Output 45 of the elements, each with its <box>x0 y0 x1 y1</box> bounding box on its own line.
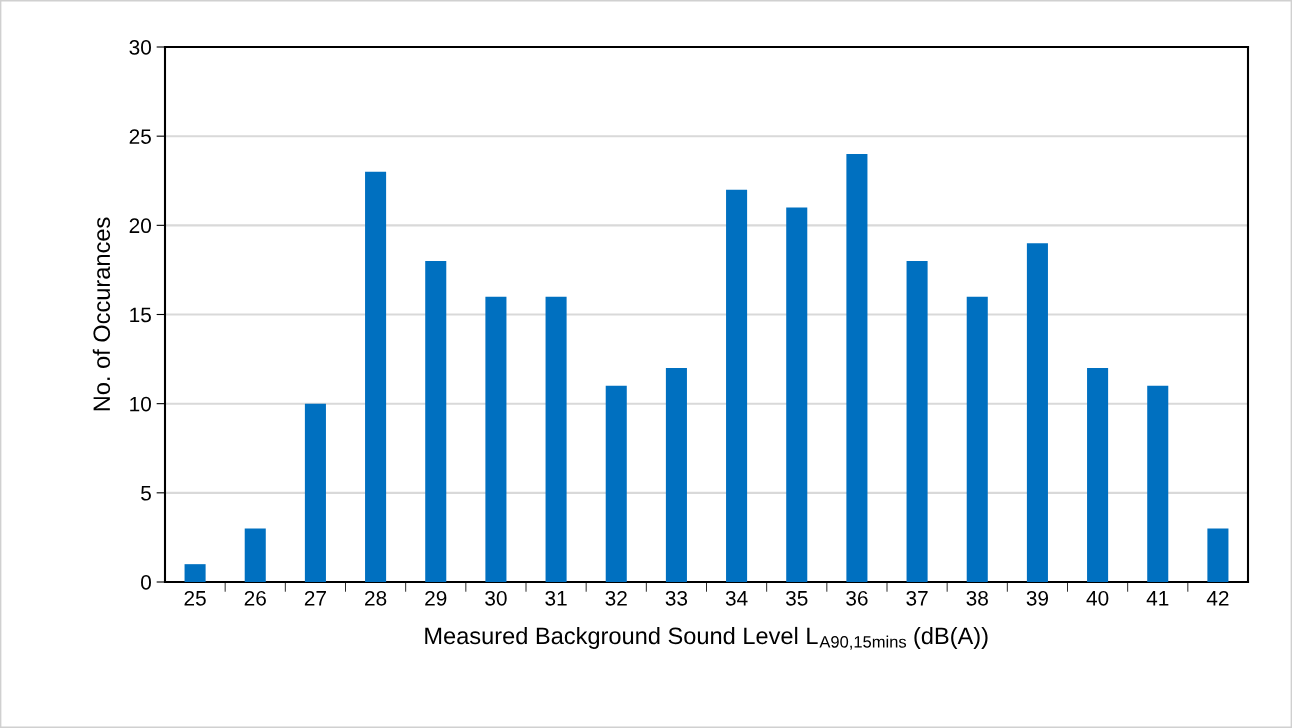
x-tick-label: 33 <box>665 590 688 606</box>
y-tick-label: 5 <box>141 486 151 501</box>
bar <box>425 261 447 582</box>
x-tick-label: 42 <box>1206 590 1229 606</box>
bar <box>545 296 567 582</box>
bar <box>906 261 928 582</box>
bar <box>1147 385 1169 582</box>
bar <box>365 171 387 582</box>
x-tick-label: 40 <box>1086 590 1109 606</box>
bar <box>244 528 266 582</box>
x-tick-label: 38 <box>966 590 988 606</box>
bar <box>846 154 868 582</box>
bar <box>786 207 808 582</box>
x-tick-label: 34 <box>725 590 748 606</box>
x-tick-label: 41 <box>1146 591 1169 606</box>
x-tick-label: 28 <box>365 590 387 606</box>
bar <box>726 189 748 582</box>
bar <box>1207 528 1229 582</box>
y-tick-label: 20 <box>129 218 151 234</box>
y-tick-label: 15 <box>130 307 151 323</box>
bar <box>304 403 326 582</box>
y-tick-label: 10 <box>130 396 151 412</box>
x-tick-label: 29 <box>425 590 447 606</box>
bar <box>966 296 988 582</box>
x-tick-label: 39 <box>1026 590 1049 606</box>
x-tick-label: 31 <box>545 590 567 606</box>
bar <box>665 368 687 582</box>
x-tick-label: 32 <box>605 590 627 606</box>
y-tick-label: 25 <box>129 129 151 144</box>
x-tick-label: 37 <box>906 590 928 606</box>
x-tick-label: 25 <box>184 590 206 606</box>
bar <box>1026 243 1048 582</box>
bar <box>1087 368 1109 582</box>
y-axis-title: No. of Occurances <box>92 217 111 411</box>
bar <box>485 296 507 582</box>
x-tick-label: 27 <box>304 590 326 606</box>
x-tick-label: 30 <box>485 590 507 606</box>
x-tick-label: 35 <box>785 590 808 606</box>
x-tick-label: 36 <box>846 590 868 606</box>
x-axis-title: Measured Background Sound Level LA90,15mins (dB(A)) <box>425 626 988 650</box>
bar <box>605 385 627 582</box>
x-tick-label: 26 <box>244 590 266 606</box>
y-tick-label: 0 <box>141 575 151 590</box>
y-tick-label: 30 <box>129 40 151 55</box>
bar <box>184 564 206 582</box>
